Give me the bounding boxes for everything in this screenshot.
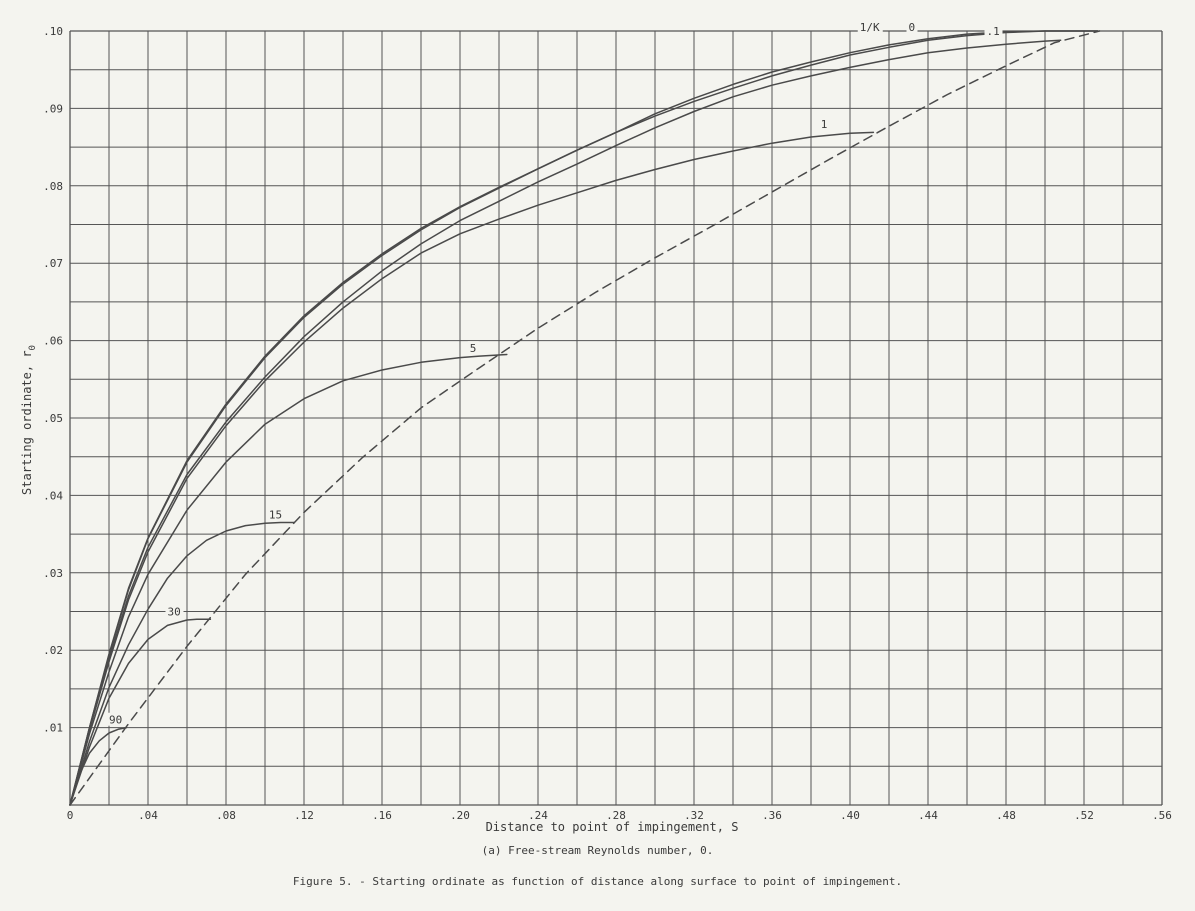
x-tick-label: .36 [762, 809, 782, 822]
x-tick-label: .32 [684, 809, 704, 822]
y-axis-label-main: Starting ordinate, r [20, 350, 34, 495]
series-line [69, 131, 875, 806]
curve-annotation: 1 [821, 118, 828, 131]
y-tick-label: .06 [43, 335, 63, 348]
x-tick-label: .08 [216, 809, 236, 822]
annotation-bg [818, 116, 830, 130]
annotation-bg [107, 712, 125, 726]
x-tick-label: .40 [840, 809, 860, 822]
series-line [69, 618, 212, 806]
x-axis-label: Distance to point of impingement, S [486, 820, 739, 834]
x-tick-label: 0 [67, 809, 74, 822]
series-line [69, 726, 128, 806]
x-tick-label: .24 [528, 809, 548, 822]
curve-annotation: 5 [470, 342, 477, 355]
curve-annotation: 0 [909, 21, 916, 34]
y-tick-label: .04 [43, 489, 63, 502]
y-tick-label: .01 [43, 722, 63, 735]
x-tick-label: .28 [606, 809, 626, 822]
x-tick-label: .12 [294, 809, 314, 822]
curve-annotation: .1 [987, 25, 1000, 38]
curve-annotation: 15 [269, 509, 282, 522]
y-tick-label: .02 [43, 644, 63, 657]
annotation-bg [984, 23, 1003, 37]
y-axis-label: Starting ordinate, r0 [20, 345, 38, 495]
series-layer [69, 30, 1101, 806]
y-tick-label: .03 [43, 567, 63, 580]
annotation-bg [906, 20, 918, 33]
tick-labels: 0 .04 .08 .12 .16 .20 .24 .28 .32 .36 .40 .44 .48 .52… [43, 25, 1172, 822]
x-tick-label: .56 [1152, 809, 1172, 822]
annotation-bg [165, 604, 184, 618]
curve-annotation: 90 [109, 714, 122, 727]
y-axis-label-subscript: 0 [28, 345, 38, 350]
series-line-dashed [69, 30, 1101, 806]
y-tick-label: .10 [43, 25, 63, 38]
x-tick-label: .04 [138, 809, 158, 822]
y-tick-label: .09 [43, 102, 63, 115]
x-tick-label: .20 [450, 809, 470, 822]
annotation-bg [266, 507, 285, 521]
x-tick-label: .48 [996, 809, 1016, 822]
x-tick-label: .52 [1074, 809, 1094, 822]
annotation-bg [467, 341, 479, 355]
subcaption: (a) Free-stream Reynolds number, 0. [481, 844, 714, 857]
curve-annotation: 1/K [860, 21, 880, 34]
curve-annotation: 30 [168, 605, 181, 618]
y-tick-label: .08 [43, 180, 63, 193]
series-line [69, 521, 296, 806]
x-tick-label: .44 [918, 809, 938, 822]
series-line [69, 353, 508, 806]
series-line [69, 30, 1099, 806]
y-tick-label: .05 [43, 412, 63, 425]
series-line [69, 39, 1062, 806]
annotation-bg [857, 20, 883, 33]
y-tick-label: .07 [43, 257, 63, 270]
grid [69, 30, 1163, 806]
x-tick-label: .16 [372, 809, 392, 822]
figure-caption: Figure 5. - Starting ordinate as functio… [292, 875, 903, 888]
